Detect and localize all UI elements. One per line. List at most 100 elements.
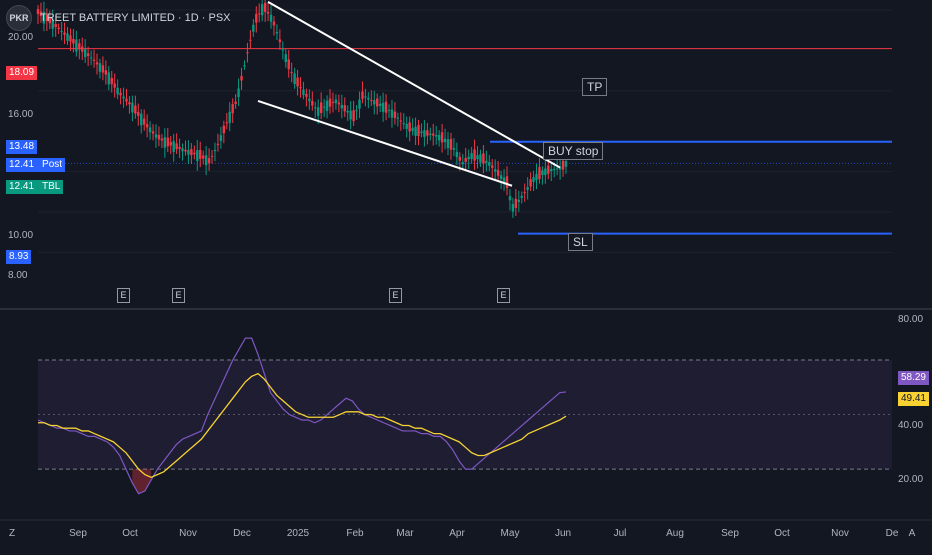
candle-body [255,13,258,23]
candle-body [547,165,550,174]
earnings-event-2[interactable]: E [172,288,185,303]
candle-body [48,17,51,24]
tbl-price-value: 12.41 [9,181,35,192]
post-price-label: Post [42,159,63,170]
candle-body [160,138,164,141]
candle-body [517,199,521,202]
candle-body [184,149,187,152]
candle-body [508,196,512,201]
candle-body [402,123,405,125]
candle-body [396,117,400,119]
candle-body [172,141,175,152]
candle-body [414,126,417,136]
tbl-price-tag: 12.41 TBL [6,180,64,194]
candle-body [387,109,391,111]
candle-body [72,38,75,44]
earnings-event-4[interactable]: E [497,288,510,303]
candle-body [284,54,287,63]
candle-body [119,92,122,96]
candle-body [263,2,267,12]
candle-body [163,137,167,148]
candle-body [334,99,338,104]
earnings-event-1[interactable]: E [117,288,130,303]
candle-body [125,98,128,102]
candle-body [538,167,541,180]
candle-body [287,59,290,70]
x-label-jun: Jun [554,528,572,539]
candle-body [426,130,429,136]
candle-body [381,102,385,112]
candle-body [104,70,108,75]
earnings-event-3[interactable]: E [389,288,402,303]
candle-body [384,101,388,113]
candle-body [231,104,234,114]
candle-body [181,148,184,152]
candle-body [352,110,355,122]
candle-body [432,133,435,136]
candle-body [561,160,565,170]
candle-body [196,150,199,162]
candle-body [496,170,500,176]
candle-body [240,75,243,81]
candle-body [405,124,408,129]
candle-body [328,98,332,107]
candle-body [305,93,308,97]
buy-stop-annotation[interactable]: BUY stop [543,142,604,160]
candle-body [361,91,364,99]
candle-body [134,105,137,114]
candle-body [175,143,178,150]
candle-body [302,89,305,95]
candle-body [555,168,559,170]
candle-body [293,73,296,85]
candle-body [541,170,544,176]
candle-body [178,146,181,149]
candle-body [234,101,237,104]
candle-body [290,72,293,74]
candle-body [243,65,246,67]
candle-body [199,150,202,159]
candle-body [378,103,382,106]
x-label-apr: Apr [449,528,465,539]
x-label-nov: Nov [179,528,197,539]
timezone-corner[interactable]: Z [8,528,16,539]
x-label-sep: Sep [69,528,87,539]
candle-body [81,46,84,52]
x-label-feb: Feb [346,528,364,539]
candle-body [89,57,93,59]
logo-text: PKR [9,13,29,23]
candle-body [437,134,441,141]
symbol-logo[interactable]: PKR [6,5,32,31]
candle-body [337,102,341,105]
candle-body [36,8,40,15]
candle-body [550,168,553,172]
candle-body [464,158,467,162]
candle-body [42,11,46,24]
candle-body [83,49,87,58]
candle-body [458,156,462,161]
post-price-tag: 12.41 Post [6,158,66,172]
candle-body [308,98,311,102]
tp-annotation[interactable]: TP [582,78,608,96]
candle-body [479,154,482,163]
candle-body [520,195,523,198]
candle-body [325,100,329,111]
candle-body [364,96,367,98]
candle-body [75,39,78,52]
candle-body [210,155,214,157]
sl-annotation[interactable]: SL [568,233,593,251]
x-label-oct: Oct [122,528,138,539]
rsi-value-tag: 58.29 [897,371,929,385]
candle-body [193,152,196,155]
candle-body [142,118,146,125]
candle-body [529,179,532,187]
candle-body [535,173,538,180]
candle-body [564,161,568,167]
price-tick-top: 20.00 [8,32,34,43]
candle-body [148,127,152,133]
candle-body [461,162,464,165]
candle-body [502,177,506,184]
candle-body [514,198,518,209]
auto-scale-button[interactable]: A [908,528,916,539]
